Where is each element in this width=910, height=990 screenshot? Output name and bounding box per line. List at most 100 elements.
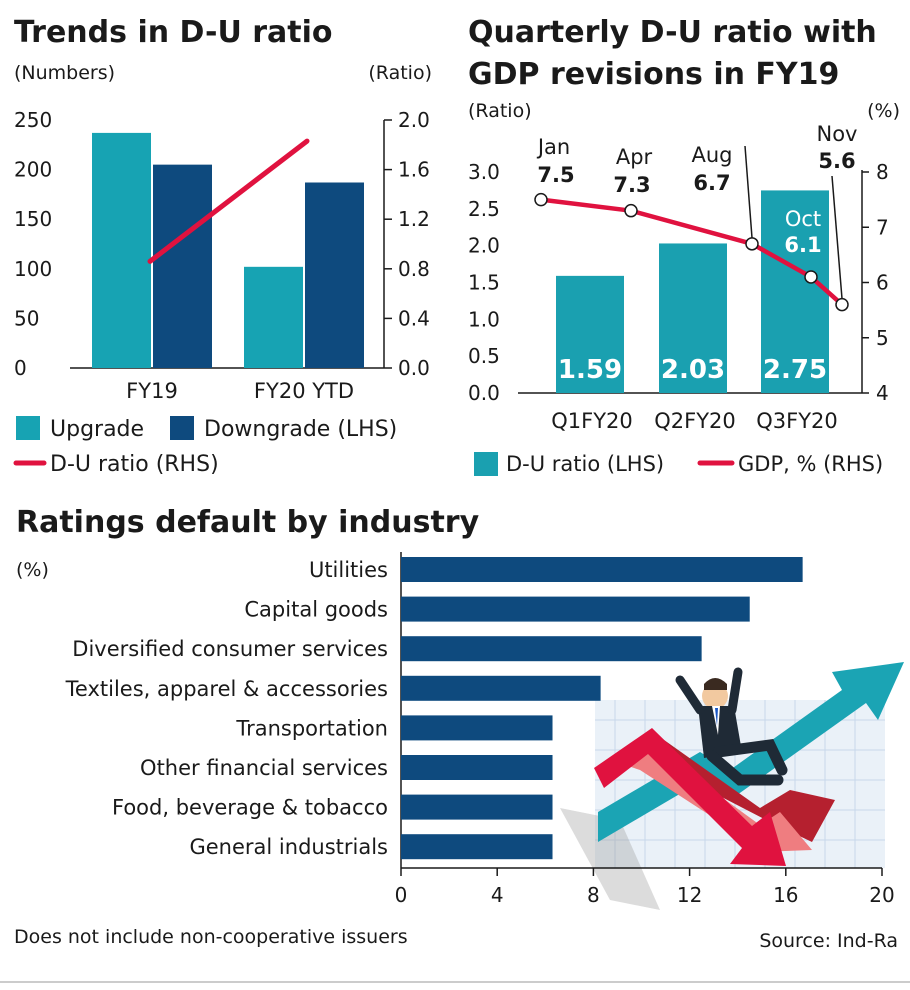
chart1-left-ticks: 0 50 100 150 200 250: [14, 108, 52, 380]
businessman-figure: [675, 667, 788, 786]
chart-default-by-industry: Ratings default by industry (%): [16, 505, 904, 910]
bar-industry-default: [401, 636, 702, 662]
bar-industry-default: [401, 834, 553, 860]
chart2-left-tick: 2.5: [468, 197, 500, 221]
chart1-right-tick: 0.0: [398, 356, 430, 380]
chart2-left-axis-label: (Ratio): [468, 100, 532, 122]
gdp-point-month: Apr: [616, 145, 653, 169]
chart1-left-tick: 150: [14, 207, 52, 231]
bar-industry-default: [401, 715, 553, 741]
bar-du-ratio: [556, 275, 624, 393]
falling-businessman-illustration: [560, 662, 904, 910]
chart3-category-labels: Utilities Capital goods Diversified consum…: [65, 558, 388, 859]
legend-gdp-label: GDP, % (RHS): [738, 452, 883, 476]
footnote: Does not include non-cooperative issuers: [14, 926, 408, 948]
chart-quarterly-du: Quarterly D-U ratio with GDP revisions i…: [468, 15, 900, 476]
legend-upgrade-swatch: [16, 416, 40, 440]
gdp-point-month: Nov: [817, 122, 858, 146]
chart1-category-label: FY20 YTD: [254, 379, 354, 403]
industry-label: Other financial services: [140, 756, 388, 780]
chart2-right-tick: 5: [876, 326, 889, 350]
chart1-right-ticks: 0.0 0.4 0.8 1.2 1.6 2.0: [384, 108, 430, 380]
gdp-point: [745, 237, 759, 251]
chart1-right-tick: 1.2: [398, 207, 430, 231]
chart3-tick-label: 0: [395, 883, 408, 907]
gdp-point-value: 7.3: [613, 173, 650, 197]
chart2-bars: 1.59 2.03 2.75: [556, 190, 829, 393]
industry-label: Textiles, apparel & accessories: [65, 677, 388, 701]
chart3-unit-label: (%): [16, 559, 49, 581]
chart2-left-ticks: 0.0 0.5 1.0 1.5 2.0 2.5 3.0: [468, 160, 500, 405]
chart3-x-ticks: 0 4 8 12 16 20: [395, 868, 895, 907]
gdp-point-value: 7.5: [537, 163, 574, 187]
gdp-point: [804, 270, 818, 284]
gdp-point-value: 6.7: [693, 171, 730, 195]
legend-upgrade-label: Upgrade: [50, 417, 144, 442]
chart-du-trends: Trends in D-U ratio (Numbers) (Ratio) 0 5…: [13, 15, 432, 477]
industry-label: Capital goods: [244, 598, 388, 622]
chart2-right-tick: 8: [876, 160, 889, 184]
bar-du-ratio-value: 1.59: [558, 355, 622, 385]
chart2-category-label: Q3FY20: [756, 409, 838, 433]
chart2-right-tick: 6: [876, 271, 889, 295]
chart3-title: Ratings default by industry: [16, 505, 480, 540]
gdp-point: [624, 203, 638, 218]
gdp-point-value: 5.6: [818, 149, 855, 173]
bar-industry-default: [401, 557, 803, 582]
industry-label: Utilities: [309, 558, 388, 582]
chart2-category-label: Q1FY20: [551, 409, 633, 433]
chart1-ratio-polyline: [147, 138, 310, 264]
chart2-left-tick: 3.0: [468, 160, 500, 184]
illustration-down-arrow-front: [594, 728, 786, 866]
chart1-right-tick: 0.8: [398, 257, 430, 281]
chart2-title-line2: GDP revisions in FY19: [468, 57, 839, 92]
chart2-legend: D-U ratio (LHS) GDP, % (RHS): [474, 452, 883, 476]
bar-industry-default: [401, 675, 601, 701]
bar-industry-default: [401, 596, 750, 622]
bar-du-ratio-value: 2.03: [661, 355, 725, 385]
bar-du-ratio-value: 2.75: [763, 355, 827, 385]
industry-label: General industrials: [189, 835, 388, 859]
chart1-right-axis-label: (Ratio): [368, 62, 432, 84]
chart2-left-tick: 0.0: [468, 381, 500, 405]
chart3-tick-label: 16: [773, 883, 798, 907]
industry-label: Diversified consumer services: [72, 637, 388, 661]
chart2-right-tick: 7: [876, 215, 889, 239]
bar-downgrade: [305, 182, 364, 368]
chart1-category-labels: FY19 FY20 YTD: [126, 379, 354, 403]
bar-downgrade: [153, 164, 212, 368]
chart3-tick-label: 12: [677, 883, 702, 907]
chart1-left-tick: 50: [14, 306, 39, 330]
bar-upgrade: [244, 266, 303, 368]
chart3-tick-label: 20: [869, 883, 894, 907]
bar-du-ratio: [659, 243, 727, 393]
gdp-leader-line: [744, 145, 753, 238]
chart2-right-ticks: 4 5 6 7 8: [862, 160, 889, 405]
chart3-tick-label: 8: [587, 883, 600, 907]
chart3-bars: [401, 557, 803, 860]
chart2-left-tick: 1.0: [468, 307, 500, 331]
chart1-category-label: FY19: [126, 379, 178, 403]
chart2-category-label: Q2FY20: [654, 409, 736, 433]
bar-industry-default: [401, 755, 553, 780]
illustration-shadow: [560, 808, 660, 910]
chart2-right-tick: 4: [876, 381, 889, 405]
chart2-right-axis-label: (%): [867, 100, 900, 122]
legend-ratio-label: D-U ratio (RHS): [50, 452, 219, 477]
gdp-leader-line: [831, 175, 843, 299]
chart2-title-line1: Quarterly D-U ratio with: [468, 15, 877, 50]
legend-downgrade-swatch: [170, 416, 194, 440]
bar-upgrade: [92, 132, 151, 368]
chart1-left-axis-label: (Numbers): [14, 62, 115, 84]
illustration-up-arrow: [598, 662, 904, 842]
chart1-title: Trends in D-U ratio: [14, 15, 333, 50]
chart1-right-tick: 1.6: [398, 158, 430, 182]
industry-label: Food, beverage & tobacco: [112, 796, 388, 820]
chart1-bars: [92, 132, 364, 368]
legend-du-ratio-label: D-U ratio (LHS): [506, 452, 664, 476]
chart2-left-tick: 1.5: [468, 271, 500, 295]
chart1-left-tick: 0: [14, 356, 27, 380]
chart1-ratio-line: [147, 138, 310, 264]
